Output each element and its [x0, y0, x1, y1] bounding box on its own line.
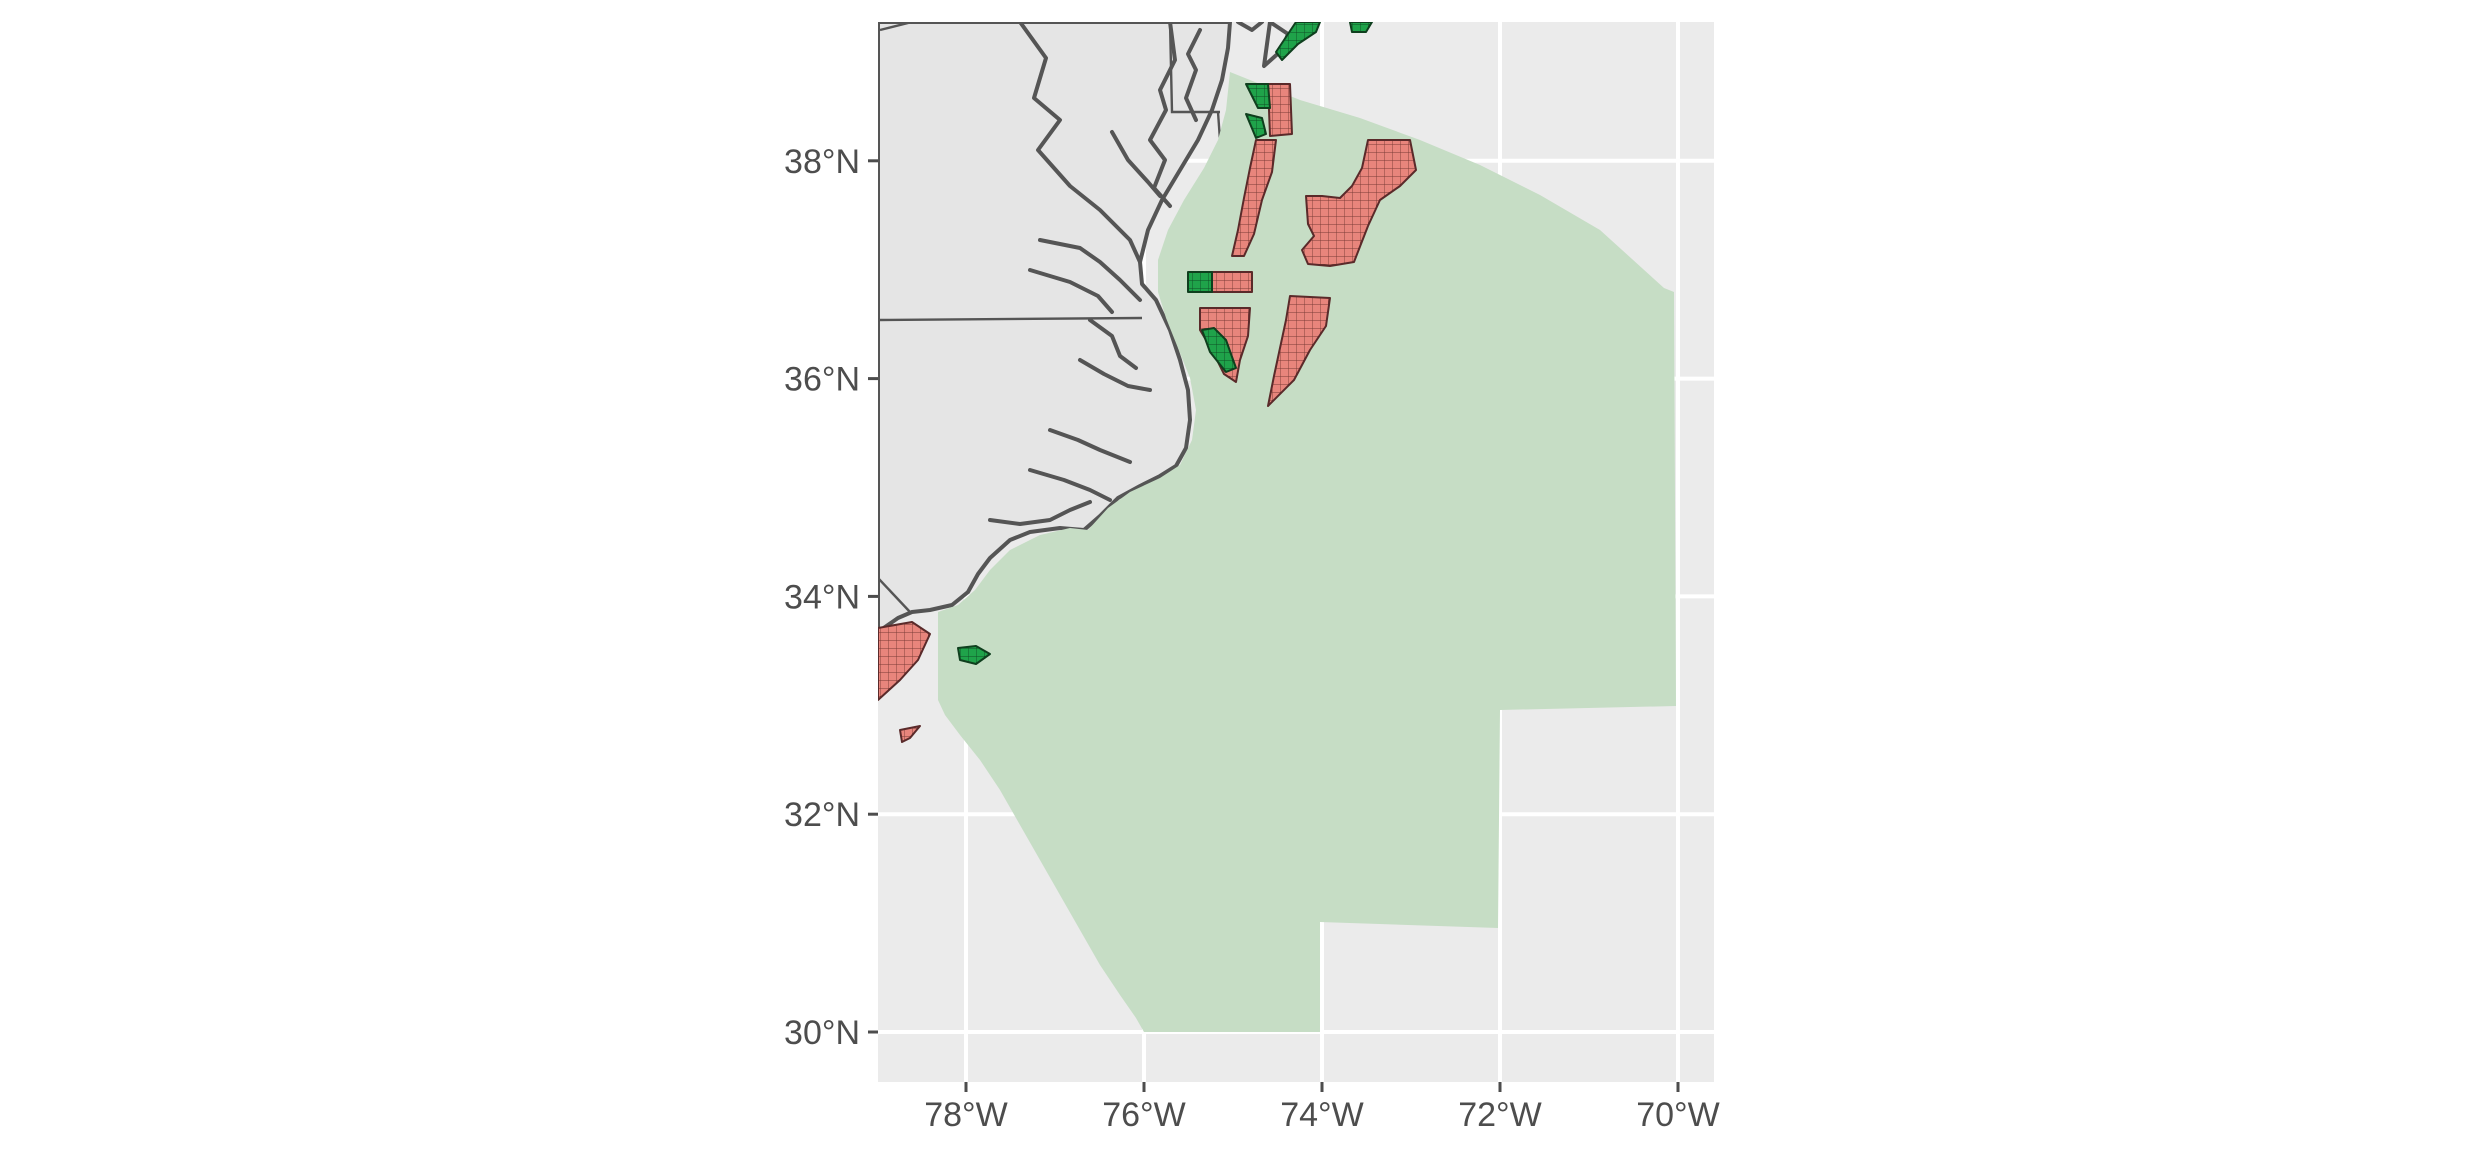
lease-area	[1245, 83, 1271, 109]
lease-area	[957, 645, 991, 665]
x-tick-label: 70°W	[1636, 1096, 1720, 1134]
lease-areas-red	[878, 83, 1417, 743]
coastal-inlets	[988, 22, 1290, 552]
lease-area	[878, 621, 931, 701]
y-tick-label: 34°N	[784, 578, 860, 616]
x-tick-label: 78°W	[924, 1096, 1008, 1134]
y-tick-label: 36°N	[784, 361, 860, 399]
y-tick-label: 38°N	[784, 143, 860, 181]
lease-area	[1349, 22, 1373, 33]
lease-area	[1201, 327, 1237, 373]
lease-area	[1245, 113, 1267, 139]
lease-area	[1301, 139, 1417, 267]
x-tick-label: 72°W	[1458, 1096, 1542, 1134]
lease-area	[899, 725, 921, 743]
lease-area	[1187, 271, 1213, 293]
y-tick-label: 32°N	[784, 796, 860, 834]
y-tick-label: 30°N	[784, 1014, 860, 1052]
lease-area	[1267, 83, 1293, 137]
lease-area	[1267, 295, 1331, 407]
x-tick-label: 74°W	[1280, 1096, 1364, 1134]
y-axis: 38°N 36°N 34°N 32°N 30°N	[784, 143, 878, 1052]
lease-area	[1275, 22, 1321, 61]
lease-area	[1211, 271, 1253, 293]
lease-area	[1231, 139, 1277, 257]
x-axis: 78°W 76°W 74°W 72°W 70°W	[924, 1082, 1720, 1134]
x-tick-label: 76°W	[1102, 1096, 1186, 1134]
study-area	[938, 72, 1676, 1032]
lease-areas-green	[957, 22, 1373, 665]
